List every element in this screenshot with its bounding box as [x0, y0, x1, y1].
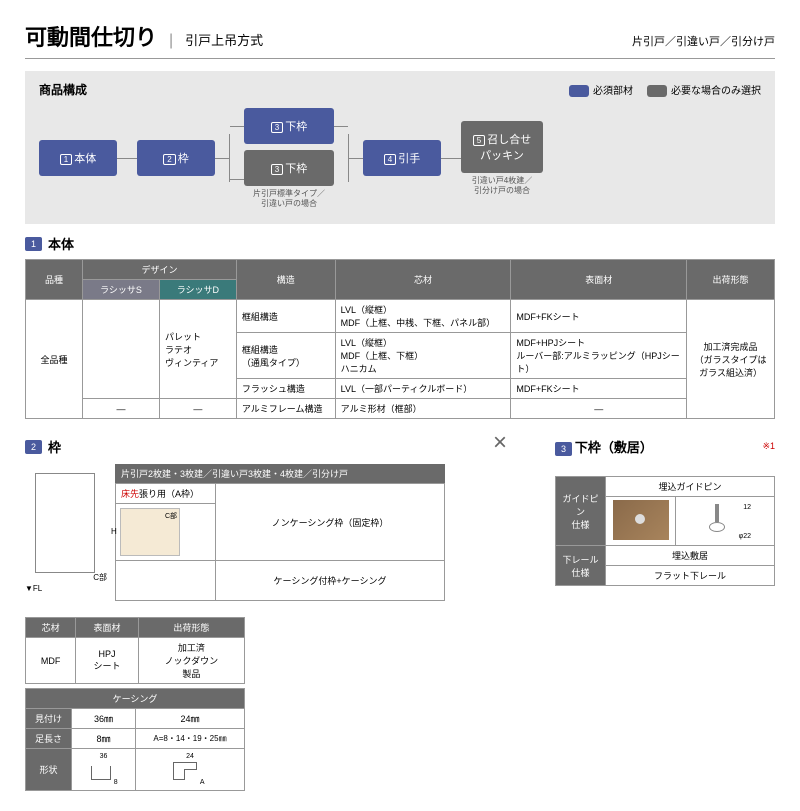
- bottom-table-2: ケーシング 見付け36㎜24㎜ 足長さ8㎜A=8・14・19・25㎜ 形状 36…: [25, 688, 245, 791]
- flow-node-4: 4引手: [363, 140, 441, 176]
- frame-diagram: ▼FL C部: [25, 473, 107, 593]
- guide-pin-photo: [613, 500, 669, 540]
- flow-caption-3b: 片引戸標準タイプ／ 引違い戸の場合: [253, 189, 325, 208]
- composition-panel: 商品構成 必須部材 必要な場合のみ選択 1本体 2枠 3下枠 3下枠 片引戸標準…: [25, 71, 775, 224]
- th-variety: 品種: [26, 260, 83, 300]
- th-structure: 構造: [236, 260, 335, 300]
- bottom-tables: 芯材表面材出荷形態 MDF HPJ シート 加工済 ノックダウン 製品 ケーシン…: [25, 617, 245, 791]
- fl-label: ▼FL: [25, 584, 42, 593]
- sec3-title: 下枠（敷居）: [575, 440, 653, 455]
- th-design: デザイン: [83, 260, 237, 280]
- sec2-title: 枠: [48, 437, 61, 456]
- th-surface: 表面材: [511, 260, 687, 300]
- chip-optional: [647, 85, 667, 97]
- pin-diagram: 12 φ22: [695, 500, 755, 540]
- bottom-table-1: 芯材表面材出荷形態 MDF HPJ シート 加工済 ノックダウン 製品: [25, 617, 245, 684]
- sec2-table: 床先張り用（A枠） C部H ノンケーシング枠（固定枠） ケーシング付枠+ケーシン…: [115, 483, 445, 601]
- red-label: 床先: [121, 489, 139, 499]
- legend-required-label: 必須部材: [593, 86, 633, 97]
- header-right-caption: 片引戸／引違い戸／引分け戸: [632, 33, 775, 49]
- flow-caption-5: 引違い戸4枚建／ 引分け戸の場合: [472, 176, 532, 195]
- title-separator: |: [169, 32, 173, 50]
- flow-diagram: 1本体 2枠 3下枠 3下枠 片引戸標準タイプ／ 引違い戸の場合: [39, 108, 761, 208]
- sec1-num: 1: [25, 237, 42, 251]
- multiply-icon: ×: [493, 429, 507, 457]
- sec3-note: ※1: [762, 441, 775, 452]
- sec3-num: 3: [555, 442, 572, 456]
- shape-2-diagram: [169, 760, 203, 784]
- opt1-cell: ノンケーシング枠（固定枠）: [216, 484, 445, 561]
- flow-node-5: 5召し合せ パッキン: [461, 121, 543, 173]
- c-label: C部: [93, 572, 107, 583]
- th-shipping: 出荷形態: [687, 260, 775, 300]
- th-core: 芯材: [335, 260, 511, 300]
- sec1-title: 本体: [48, 234, 74, 253]
- page-header: 可動間仕切り | 引戸上吊方式 片引戸／引違い戸／引分け戸: [25, 20, 775, 59]
- legend-optional-label: 必要な場合のみ選択: [671, 86, 761, 97]
- frame-header-bar: 片引戸2枚建・3枚建／引違い戸3枚建・4枚建／引分け戸: [115, 464, 445, 483]
- shape-1-diagram: [83, 760, 117, 784]
- flow-node-3b: 3下枠: [244, 150, 334, 186]
- th-lasissa-s: ラシッサS: [83, 280, 160, 300]
- chip-required: [569, 85, 589, 97]
- composition-title: 商品構成: [39, 81, 87, 98]
- page-subtitle: 引戸上吊方式: [185, 30, 263, 49]
- flow-node-3a: 3下枠: [244, 108, 334, 144]
- th-lasissa-d: ラシッサD: [159, 280, 236, 300]
- flow-node-1: 1本体: [39, 140, 117, 176]
- sec1-table: 品種 デザイン 構造 芯材 表面材 出荷形態 ラシッサS ラシッサD 全品種 パ…: [25, 259, 775, 419]
- sec2-num: 2: [25, 440, 42, 454]
- sec3-table: ガイドピン 仕様 埋込ガイドピン 12 φ22 下レール 仕様: [555, 476, 775, 586]
- legend: 必須部材 必要な場合のみ選択: [569, 82, 761, 97]
- small-diagram: C部H: [120, 508, 180, 556]
- page-title: 可動間仕切り: [25, 20, 157, 52]
- td-variety: 全品種: [26, 300, 83, 419]
- flow-node-2: 2枠: [137, 140, 215, 176]
- opt2-cell: ケーシング付枠+ケーシング: [216, 561, 445, 601]
